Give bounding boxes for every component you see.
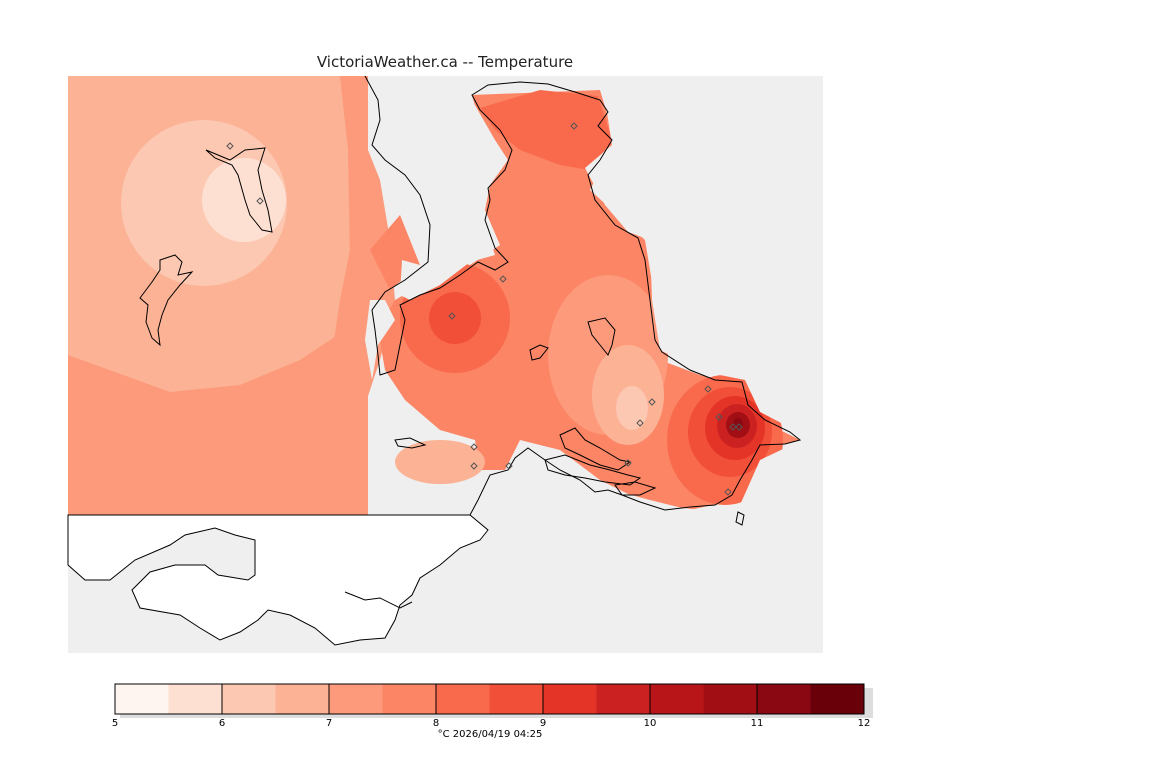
legend-cell [543,684,597,714]
coastline-south-bay [344,591,413,609]
station-marker[interactable] [724,488,732,496]
legend-caption: °C 2026/04/19 04:25 [438,729,543,740]
coastline-islet-3 [735,511,745,526]
legend-cell [489,684,544,714]
station-marker[interactable] [505,462,513,470]
field-cool-south [395,440,485,484]
sea-north-inlet [368,76,405,150]
legend-cell [436,684,490,714]
legend-cell [329,684,383,714]
coastline-lake-2 [139,254,194,347]
station-marker[interactable] [735,423,743,431]
legend-tick-label: 9 [540,718,546,729]
legend-cell [275,684,330,714]
legend-tick-label: 10 [644,718,657,729]
field-band-coast [318,150,395,515]
water-bodies [68,76,823,653]
station-marker[interactable] [704,385,712,393]
legend-cell [810,684,865,714]
station-marker[interactable] [470,462,478,470]
legend-tick-label: 11 [751,718,764,729]
station-marker[interactable] [470,443,478,451]
map-title: VictoriaWeather.ca -- Temperature [316,53,574,71]
station-marker[interactable] [636,419,644,427]
legend-cell [757,684,811,714]
station-marker[interactable] [499,275,507,283]
coastline-islet-1 [394,437,427,449]
coastline-lake-4 [529,344,549,361]
coastline-islet-2 [614,481,657,496]
station-marker[interactable] [624,459,632,467]
legend-tick-label: 7 [326,718,332,729]
legend-cell [596,684,651,714]
coastline-lake-3 [587,317,616,356]
legend-tick-label: 8 [433,718,439,729]
legend-tick-label: 6 [219,718,225,729]
station-marker[interactable] [448,312,456,320]
station-marker[interactable] [256,197,264,205]
legend-ticks: 5 6 7 8 9 10 11 12 [112,684,871,729]
legend-color-cells [115,684,865,714]
sea-west-inlet [365,300,395,380]
legend-cell [650,684,704,714]
coastline-inland-lake [205,147,273,233]
weather-stations [226,122,743,496]
legend-cell [115,684,169,714]
sea-central-channel [385,76,508,300]
legend-cell [703,684,758,714]
legend-tick-label: 5 [112,718,118,729]
field-band-north-warm [480,90,612,170]
legend-cell [168,684,223,714]
legend-tick-label: 12 [858,718,871,729]
station-marker[interactable] [226,142,234,150]
legend-cell [222,684,276,714]
station-marker[interactable] [648,398,656,406]
field-cool-core [202,158,286,242]
sea-east-south [68,76,823,653]
field-cool-east-core [616,386,648,430]
southern-landmass [67,514,489,646]
temperature-field [68,76,800,516]
legend-cell [382,684,437,714]
field-warm-west-core [429,292,481,344]
coastline-main [364,75,802,516]
station-marker[interactable] [729,423,737,431]
station-marker[interactable] [570,122,578,130]
station-marker[interactable] [715,413,723,421]
